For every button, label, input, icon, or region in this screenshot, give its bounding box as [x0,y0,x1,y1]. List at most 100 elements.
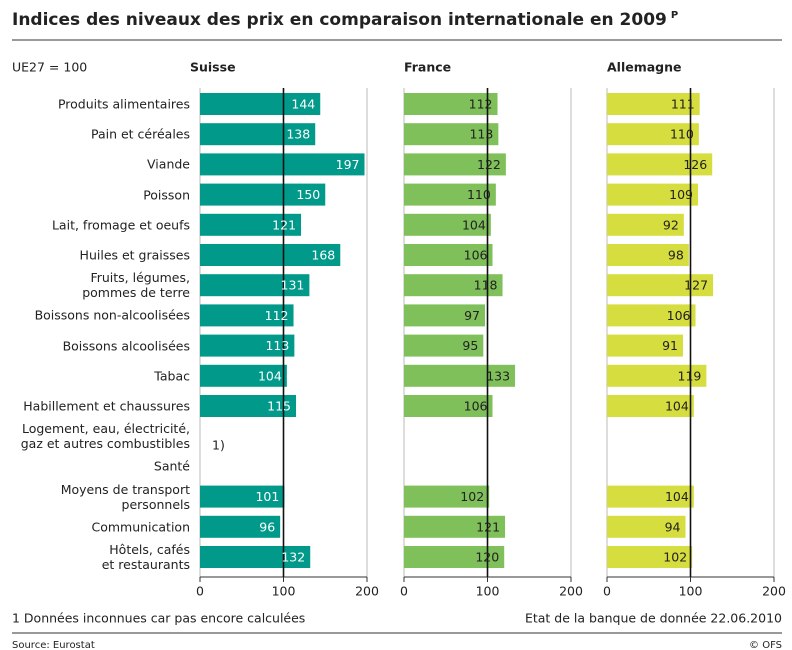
source: Source: Eurostat [12,640,95,650]
x-tick-label: 100 [272,584,296,599]
value-label: 98 [668,248,684,263]
bar [404,123,499,146]
x-tick-label: 200 [762,584,786,599]
value-label: 144 [291,97,315,112]
value-label: 119 [678,368,702,383]
value-label: 104 [462,217,486,232]
bar [200,93,321,115]
category-label: Huiles et graisses [79,247,190,263]
unit-note: UE27 = 100 [12,60,87,75]
bar [607,364,707,387]
category-label: Produits alimentaires [57,96,190,112]
bar [607,183,699,206]
x-tick-label: 0 [400,584,408,599]
chart-title: Indices des niveaux des prix en comparai… [12,10,678,30]
bar [404,334,484,357]
bar [404,546,505,568]
bar [200,183,326,206]
value-label: 118 [474,278,498,293]
value-label: 132 [281,550,305,565]
x-tick-label: 0 [603,584,611,599]
value-label: 92 [663,217,679,232]
bar [404,485,490,508]
bar [200,244,341,266]
copyright: © OFS [749,640,782,650]
bar [200,364,287,387]
bar [200,213,302,236]
x-tick-label: 100 [679,584,703,599]
category-label: Boissons non-alcoolisées [34,307,190,323]
x-tick-label: 0 [196,584,204,599]
category-label: Lait, fromage et oeufs [51,217,190,233]
bar [404,93,498,115]
value-label: 113 [265,338,289,353]
value-label: 131 [281,278,305,293]
value-label: 110 [467,187,491,202]
value-label: 150 [296,187,320,202]
value-label: 109 [669,187,693,202]
value-label: 126 [683,157,707,172]
category-label: Communication [91,519,190,535]
bar [200,334,295,357]
panel-title: France [404,60,451,75]
value-label: 121 [476,519,500,534]
category-label: Tabac [154,368,190,384]
category-label: Logement, eau, électricité, gaz et autre… [20,421,190,452]
value-label: 102 [663,550,687,565]
category-label: Santé [153,458,190,474]
bar [404,213,491,236]
value-label: 110 [670,127,694,142]
bar [607,213,684,236]
bar [200,395,297,417]
value-label: 121 [272,217,296,232]
data-date: Etat de la banque de donnée 22.06.2010 [525,611,782,626]
value-label: 91 [662,338,678,353]
title-superscript: P [671,10,678,21]
bar [200,546,311,568]
value-label: 94 [665,519,681,534]
value-label: 106 [667,308,691,323]
x-tick-label: 200 [559,584,583,599]
value-label: 122 [477,157,501,172]
bar [200,304,294,327]
value-label: 96 [259,519,275,534]
bar [607,123,699,146]
bar [607,334,683,357]
bar [404,515,506,538]
bar [607,395,694,417]
panel-title: Allemagne [607,60,682,75]
bar [607,93,700,115]
bar [607,153,713,176]
bar [200,153,365,176]
value-label: 112 [265,308,289,323]
value-label: 111 [671,97,695,112]
bar [404,153,506,176]
value-label: 133 [486,368,510,383]
value-label: 106 [464,248,488,263]
category-label: Viande [147,156,190,172]
value-label: 168 [311,248,335,263]
bar [200,123,316,146]
category-label: Fruits, légumes, pommes de terre [82,270,190,301]
value-label: 101 [255,489,279,504]
title-text: Indices des niveaux des prix en comparai… [12,10,667,30]
value-label: 104 [665,399,689,414]
value-label: 97 [464,308,480,323]
value-label: 113 [469,127,493,142]
bar [607,244,689,266]
category-label: Hôtels, cafés et restaurants [101,542,190,572]
value-label: 104 [665,489,689,504]
bar [607,546,693,568]
value-label: 95 [462,338,478,353]
value-label: 120 [475,550,499,565]
bar [404,183,496,206]
footnote: 1 Données inconnues car pas encore calcu… [12,611,305,626]
bar [607,304,696,327]
value-label: 115 [267,399,291,414]
bar [607,485,694,508]
value-label: 197 [336,157,360,172]
category-label: Poisson [143,187,190,203]
x-tick-label: 200 [355,584,379,599]
value-label: 102 [460,489,484,504]
